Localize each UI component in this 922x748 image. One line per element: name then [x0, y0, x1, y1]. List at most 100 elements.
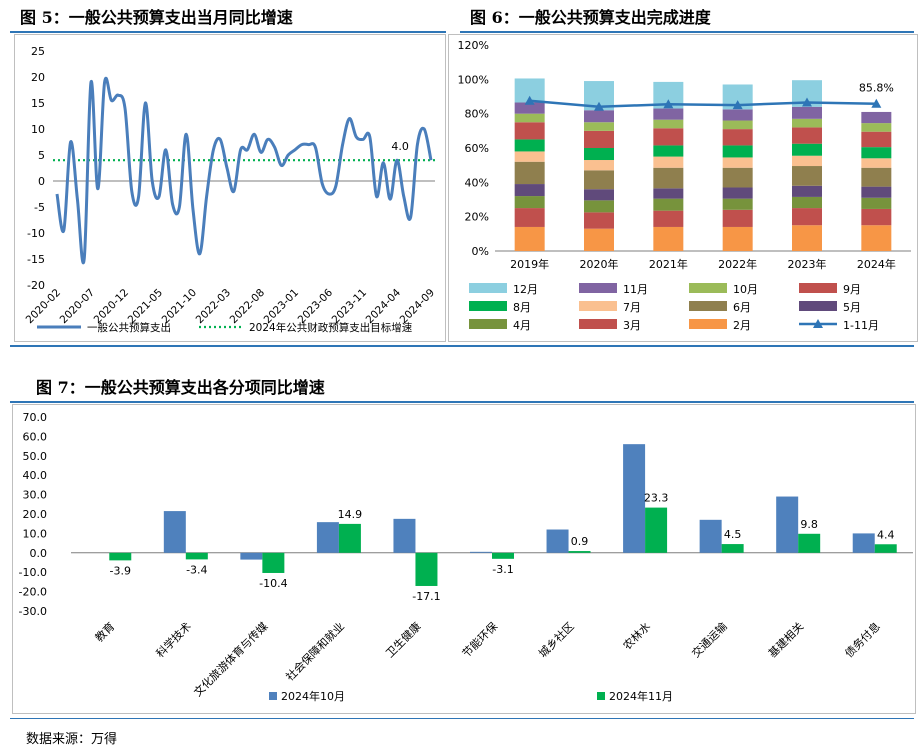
- legend-swatch-nov: [597, 692, 605, 700]
- y-tick-label: -20: [27, 279, 45, 292]
- legend-label: 7月: [623, 301, 641, 314]
- stacked-bar-segment: [514, 151, 545, 162]
- legend-label: 10月: [733, 283, 758, 296]
- legend-label: 5月: [843, 301, 861, 314]
- legend-label: 1-11月: [843, 319, 879, 332]
- progress-line-marker: [594, 101, 604, 111]
- bar-nov-2024: [262, 552, 285, 573]
- bar-nov-2024: [798, 533, 821, 553]
- bar-oct-2024: [316, 522, 339, 553]
- category-label: 基建相关: [765, 619, 806, 660]
- y-tick-label: 40.0: [23, 469, 48, 482]
- stacked-bar-segment: [722, 167, 753, 188]
- figure7-title-rule: [10, 401, 914, 403]
- legend-label-oct: 2024年10月: [281, 689, 345, 703]
- figure6-title: 图 6：一般公共预算支出完成进度: [470, 8, 711, 27]
- bar-oct-2024: [623, 444, 646, 553]
- x-tick-label: 2022-08: [228, 287, 268, 327]
- legend-swatch: [689, 283, 727, 293]
- stacked-bar-segment: [861, 186, 892, 198]
- x-tick-label: 2020年: [580, 257, 619, 271]
- nov-value-label: 4.5: [724, 528, 742, 541]
- stacked-bar-segment: [584, 110, 614, 123]
- bar-nov-2024: [109, 552, 132, 561]
- stacked-bar-segment: [584, 170, 614, 190]
- cumulative-progress-line: [529, 99, 877, 109]
- y-tick-label: 70.0: [23, 411, 48, 424]
- stacked-bar-segment: [653, 167, 684, 189]
- y-tick-label: -10: [27, 227, 45, 240]
- bar-oct-2024: [776, 496, 799, 553]
- figure6-title-rule: [460, 31, 914, 33]
- stacked-bar-segment: [653, 128, 684, 146]
- legend-swatch: [469, 283, 507, 293]
- stacked-bar-segment: [653, 108, 684, 120]
- stacked-bar-segment: [722, 109, 753, 121]
- legend-label-nov: 2024年11月: [609, 689, 673, 703]
- legend-swatch: [579, 283, 617, 293]
- legend-swatch: [799, 301, 837, 311]
- x-tick-label: 2023年: [788, 257, 827, 271]
- y-tick-label: -5: [34, 201, 45, 214]
- stacked-bar-segment: [861, 208, 892, 226]
- bar-nov-2024: [338, 523, 361, 553]
- y-tick-label: 20.0: [23, 508, 48, 521]
- y-tick-label: -10.0: [19, 566, 47, 579]
- x-tick-label: 2021-05: [126, 287, 166, 327]
- stacked-bar-segment: [653, 226, 684, 251]
- legend-swatch-oct: [269, 692, 277, 700]
- category-label: 文化旅游体育与传媒: [191, 619, 271, 699]
- figure7-chart: 70.0 60.0 50.0 40.0 30.0 20.0 10.0 0.0 -10.0 -20.…: [19, 411, 913, 703]
- stacked-bar-segment: [792, 143, 822, 156]
- stacked-bar-segment: [861, 158, 892, 168]
- stacked-bar-segment: [514, 161, 545, 185]
- x-tick-label: 2022-03: [194, 287, 234, 327]
- progress-line-marker: [663, 99, 674, 109]
- y-tick-label: 120%: [458, 39, 489, 52]
- stacked-bar-segment: [584, 228, 614, 251]
- bar-nov-2024: [568, 551, 591, 553]
- stacked-bar-segment: [861, 225, 892, 251]
- stacked-bar-segment: [514, 196, 545, 209]
- stacked-bar-segment: [861, 197, 892, 209]
- y-tick-label: -15: [27, 253, 45, 266]
- figure5-panel: 25 20 15 10 5 0 -5 -10 -15 -20 2020-02 2020-07 2020-…: [14, 34, 446, 342]
- y-tick-label: 40%: [465, 176, 489, 189]
- y-tick-label: 0.0: [30, 547, 48, 560]
- x-tick-label: 2021年: [649, 257, 688, 271]
- legend-swatch: [469, 319, 507, 329]
- stacked-bar-segment: [792, 106, 822, 119]
- legend-label: 12月: [513, 283, 538, 296]
- category-label: 城乡社区: [536, 619, 577, 660]
- nov-value-label: 4.4: [877, 528, 895, 541]
- legend-swatch: [579, 319, 617, 329]
- stacked-bar-segment: [722, 209, 753, 227]
- y-tick-label: 0: [38, 175, 45, 188]
- stacked-bar-segment: [792, 208, 822, 226]
- nov-value-label: 23.3: [644, 492, 669, 505]
- stacked-bar-segment: [584, 130, 614, 148]
- nov-value-label: 0.9: [571, 535, 589, 548]
- target-value-label: 4.0: [391, 140, 409, 153]
- bar-oct-2024: [393, 518, 416, 553]
- stacked-bar-segment: [792, 196, 822, 209]
- x-tick-label: 2022年: [718, 257, 757, 271]
- figure5-title-rule: [10, 31, 446, 33]
- x-tick-label: 2024年: [857, 257, 896, 271]
- stacked-bar-segment: [584, 122, 614, 131]
- stacked-bar-segment: [792, 225, 822, 251]
- category-label: 教育: [92, 619, 117, 644]
- x-tick-label: 2024-09: [398, 287, 438, 327]
- stacked-bar-segment: [653, 145, 684, 157]
- bar-oct-2024: [699, 519, 722, 553]
- source-rule: [10, 718, 914, 719]
- y-tick-label: 10: [31, 123, 45, 136]
- spending-growth-line: [55, 77, 433, 265]
- legend-swatch: [469, 301, 507, 311]
- x-tick-label: 2023-11: [330, 287, 370, 327]
- nov-value-label: 9.8: [800, 518, 818, 531]
- legend-swatch: [579, 301, 617, 311]
- stacked-bar-segment: [722, 145, 753, 158]
- y-tick-label: 0%: [472, 245, 489, 258]
- stacked-bar-segment: [792, 166, 822, 186]
